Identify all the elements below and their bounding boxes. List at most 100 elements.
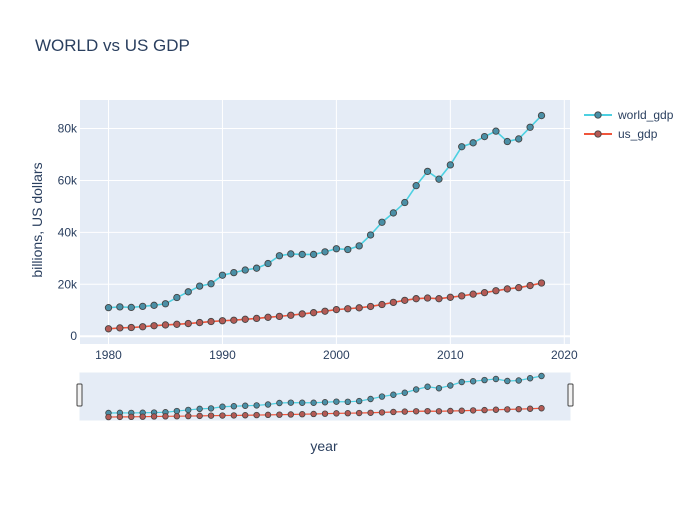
x-axis-label: year (310, 438, 338, 454)
us_gdp-point[interactable] (161, 321, 170, 329)
us_gdp-point[interactable] (241, 315, 249, 323)
world_gdp-point[interactable] (458, 143, 466, 151)
us_gdp-point[interactable] (344, 305, 352, 313)
range-slider-right-handle[interactable] (567, 383, 574, 407)
us_gdp-point[interactable] (230, 316, 238, 324)
range-slider[interactable] (76, 372, 574, 421)
world_gdp-slider-point (264, 401, 272, 408)
world_gdp-slider-point (219, 403, 226, 410)
world_gdp-point[interactable] (298, 250, 306, 259)
world_gdp-slider-point (538, 372, 545, 380)
us_gdp-point[interactable] (173, 320, 181, 328)
us_gdp-point[interactable] (366, 302, 375, 311)
world_gdp-point[interactable] (252, 264, 261, 272)
world_gdp-point[interactable] (378, 218, 386, 226)
us_gdp-point[interactable] (469, 290, 477, 298)
world_gdp-point[interactable] (104, 304, 113, 312)
world_gdp-point[interactable] (526, 123, 534, 131)
world_gdp-point[interactable] (469, 139, 477, 147)
world_gdp-point[interactable] (150, 301, 158, 309)
us_gdp-point[interactable] (104, 325, 113, 333)
us_gdp-point[interactable] (298, 310, 306, 318)
world_gdp-point[interactable] (139, 302, 147, 311)
world_gdp-point[interactable] (127, 303, 135, 312)
world_gdp-point[interactable] (480, 132, 489, 141)
us_gdp-point[interactable] (480, 289, 489, 297)
us_gdp-point[interactable] (332, 305, 341, 314)
world_gdp-point[interactable] (389, 209, 398, 217)
us_gdp-point[interactable] (275, 312, 284, 321)
us_gdp-point[interactable] (127, 323, 135, 332)
legend-item-us_gdp[interactable]: us_gdp (584, 127, 658, 141)
world_gdp-point[interactable] (423, 167, 432, 176)
us_gdp-point[interactable] (139, 323, 147, 331)
world_gdp-point[interactable] (184, 288, 192, 296)
us_gdp-point[interactable] (537, 279, 546, 287)
world_gdp-point[interactable] (366, 231, 375, 239)
us_gdp-point[interactable] (252, 314, 261, 323)
us_gdp-point[interactable] (435, 295, 443, 303)
world_gdp-point[interactable] (435, 175, 443, 183)
us_gdp-point[interactable] (458, 292, 466, 300)
world_gdp-point[interactable] (492, 127, 500, 135)
us_gdp-point[interactable] (207, 317, 215, 326)
world_gdp-slider-point (412, 386, 420, 393)
world_gdp-point[interactable] (344, 245, 352, 254)
us_gdp-point[interactable] (309, 309, 318, 317)
world_gdp-point[interactable] (218, 271, 227, 279)
us_gdp-point[interactable] (526, 281, 534, 290)
us_gdp-slider-point (150, 413, 158, 420)
us_gdp-point[interactable] (184, 319, 192, 328)
world_gdp-point[interactable] (173, 293, 181, 302)
world_gdp-point[interactable] (321, 248, 329, 256)
world_gdp-point[interactable] (230, 268, 238, 277)
world_gdp-point[interactable] (241, 266, 249, 274)
legend[interactable]: world_gdp us_gdp (584, 108, 674, 141)
us_gdp-point[interactable] (515, 283, 523, 292)
us_gdp-point[interactable] (264, 313, 272, 321)
us_gdp-slider-point (105, 413, 112, 421)
world_gdp-point[interactable] (196, 282, 204, 290)
main-plot-area[interactable]: 1980 1990 2000 2010 2020 0 20k 40k 60k 80k (58, 100, 578, 362)
world_gdp-point[interactable] (503, 137, 511, 146)
world_gdp-point[interactable] (264, 259, 272, 268)
world_gdp-point[interactable] (116, 303, 124, 311)
world_gdp-slider-point (299, 399, 306, 406)
us_gdp-point[interactable] (423, 294, 432, 302)
world_gdp-point[interactable] (537, 111, 546, 120)
us_gdp-point[interactable] (446, 293, 454, 301)
us_gdp-point[interactable] (287, 311, 295, 319)
world_gdp-point[interactable] (412, 182, 420, 190)
us_gdp-point[interactable] (389, 298, 398, 307)
us_gdp-point[interactable] (412, 295, 420, 303)
world_gdp-point[interactable] (401, 198, 409, 207)
world_gdp-slider-point (492, 375, 500, 383)
us_gdp-slider-point (424, 407, 431, 415)
us_gdp-point[interactable] (196, 318, 204, 327)
world_gdp-point[interactable] (355, 242, 363, 250)
world_gdp-point[interactable] (287, 250, 295, 258)
us_gdp-slider-point (412, 408, 420, 415)
world_gdp-point[interactable] (446, 161, 454, 169)
us_gdp-point[interactable] (218, 317, 227, 325)
us_gdp-point[interactable] (355, 304, 363, 312)
us_gdp-point[interactable] (116, 324, 124, 332)
us_gdp-point[interactable] (321, 307, 329, 315)
us_gdp-point[interactable] (492, 287, 500, 295)
y-tick-label: 40k (58, 225, 78, 239)
range-slider-left-handle[interactable] (76, 383, 83, 407)
world_gdp-point[interactable] (275, 252, 284, 260)
us_gdp-point[interactable] (378, 300, 386, 309)
world_gdp-point[interactable] (515, 135, 523, 143)
legend-item-world_gdp[interactable]: world_gdp (584, 108, 674, 122)
world_gdp-point[interactable] (332, 245, 341, 253)
world_gdp-point[interactable] (161, 300, 170, 308)
us_gdp-slider-point (299, 411, 306, 418)
world_gdp-point[interactable] (309, 250, 318, 259)
world_gdp-slider-point (515, 377, 522, 384)
us_gdp-point[interactable] (503, 285, 511, 293)
world_gdp-point[interactable] (207, 280, 215, 288)
us_gdp-slider-point (207, 412, 215, 419)
us_gdp-point[interactable] (150, 322, 158, 330)
us_gdp-point[interactable] (401, 296, 409, 304)
